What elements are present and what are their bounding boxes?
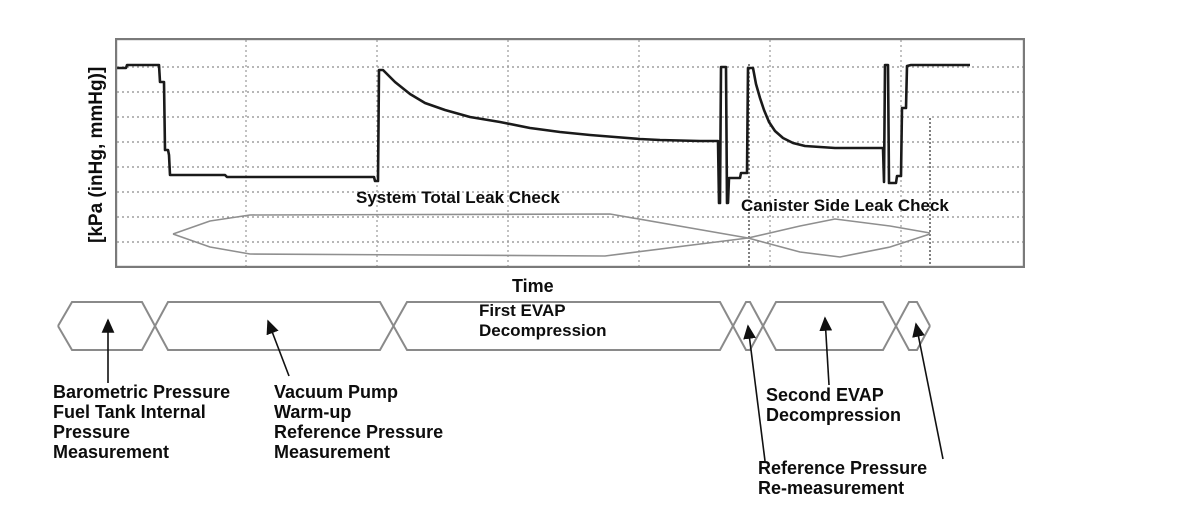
- label-line: Decompression: [766, 405, 902, 425]
- annotation-system-total-leak-check: System Total Leak Check: [356, 188, 560, 207]
- label-line: Second EVAP: [766, 385, 884, 405]
- arrow-vacuum-pump: [266, 319, 290, 377]
- chart-border: [115, 38, 1025, 268]
- phase-label-first-evap-decompression: First EVAP Decompression: [479, 301, 607, 341]
- phase-label-second-evap-decompression: Second EVAP Decompression: [766, 385, 901, 425]
- phase-timeline: [57, 301, 944, 462]
- arrow-reference-1: [743, 324, 766, 462]
- label-line: Re-measurement: [758, 478, 905, 498]
- phase-label-reference-pressure-remeasurement: Reference Pressure Re-measurement: [758, 458, 927, 498]
- phase-label-barometric-pressure-measurement: Barometric Pressure Fuel Tank Internal P…: [53, 382, 230, 462]
- label-line: Measurement: [274, 442, 391, 462]
- label-line: Decompression: [479, 321, 607, 340]
- annotation-canister-side-leak-check: Canister Side Leak Check: [741, 196, 949, 215]
- label-line: Vacuum Pump: [274, 382, 399, 402]
- phase-envelope-line-a: [172, 233, 931, 258]
- label-line: First EVAP: [479, 301, 566, 320]
- label-line: Barometric Pressure: [53, 382, 231, 402]
- tank-pressure-trace: [115, 63, 970, 205]
- label-line: Warm-up: [274, 402, 352, 422]
- label-line: Fuel Tank Internal: [53, 402, 206, 422]
- label-line: Pressure: [53, 422, 131, 442]
- arrow-second-evap: [819, 316, 833, 386]
- phase-envelope-line-b: [172, 213, 931, 239]
- arrow-reference-2: [912, 322, 944, 460]
- phase-block-rail: [57, 301, 931, 351]
- label-line: Measurement: [53, 442, 170, 462]
- label-line: Reference Pressure: [758, 458, 928, 478]
- label-line: Reference Pressure: [274, 422, 444, 442]
- pressure-chart: [115, 38, 1025, 268]
- x-axis-label: Time: [512, 276, 554, 296]
- phase-label-vacuum-pump-warmup: Vacuum Pump Warm-up Reference Pressure M…: [274, 382, 443, 462]
- y-axis-label: [kPa (inHg, mmHg)]: [86, 66, 107, 243]
